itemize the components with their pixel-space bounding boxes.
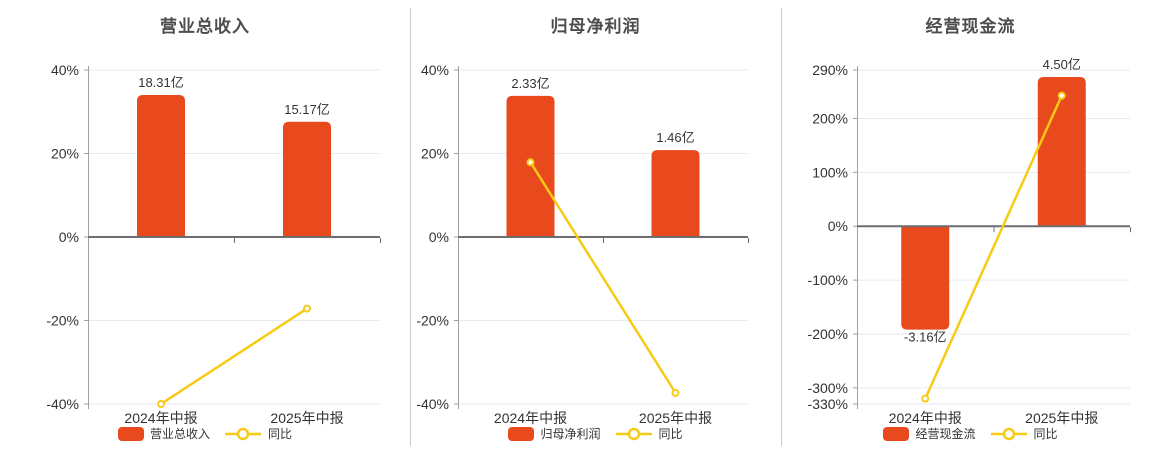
y-tick-label: 0% — [828, 218, 848, 234]
y-tick-label: 0% — [59, 229, 79, 245]
legend-line-circle-icon — [615, 427, 652, 441]
legend-label: 同比 — [268, 427, 293, 441]
y-tick-label: 40% — [421, 62, 449, 78]
bar-2025年中报[interactable] — [651, 150, 700, 237]
yoy-line-series — [160, 307, 308, 406]
yoy-line-marker[interactable] — [157, 400, 165, 408]
yoy-line-marker[interactable] — [921, 394, 930, 403]
y-tick-label: -100% — [808, 272, 848, 288]
legend-line-circle-icon — [990, 427, 1027, 441]
legend-label: 经营现金流 — [915, 427, 976, 441]
yoy-line-series — [529, 161, 677, 394]
legend-item-yoy[interactable]: 同比 — [990, 426, 1058, 442]
legend-item-bar[interactable]: 归母净利润 — [508, 426, 601, 442]
legend-label: 同比 — [1033, 427, 1058, 441]
y-tick-label: -40% — [416, 396, 449, 412]
yoy-line-marker[interactable] — [1057, 91, 1066, 100]
y-tick-label: -20% — [46, 313, 79, 329]
yoy-line-marker[interactable] — [526, 158, 535, 167]
y-tick-label: -300% — [808, 380, 848, 396]
yoy-line-marker[interactable] — [303, 304, 311, 313]
x-category-label: 2024年中报 — [889, 410, 962, 426]
legend-bar-swatch-icon — [883, 427, 910, 441]
yoy-line-marker[interactable] — [671, 388, 680, 397]
legend-label: 营业总收入 — [149, 427, 210, 441]
y-tick-label: 20% — [421, 146, 449, 162]
y-tick-label: 0% — [429, 229, 449, 245]
x-category-label: 2025年中报 — [1025, 410, 1098, 426]
yoy-line-series — [924, 95, 1063, 400]
chart-title-revenue: 营业总收入 — [160, 17, 250, 36]
legend-bar-swatch-icon — [117, 427, 144, 441]
legend-item-bar[interactable]: 营业总收入 — [117, 426, 210, 442]
x-category-label: 2025年中报 — [639, 410, 712, 426]
bar-2024年中报[interactable] — [137, 95, 185, 237]
bar-value-label: 1.46亿 — [656, 130, 694, 145]
legend-bar-swatch-icon — [508, 427, 535, 441]
legend-net-profit: 归母净利润 同比 — [410, 425, 781, 443]
legend-label: 同比 — [658, 427, 683, 441]
legend-line-circle-icon — [225, 427, 261, 441]
bar-value-label: 15.17亿 — [284, 102, 330, 117]
y-tick-label: -200% — [808, 326, 848, 342]
y-tick-label: -40% — [46, 396, 79, 412]
y-tick-label: 20% — [51, 146, 79, 162]
x-category-label: 2025年中报 — [270, 410, 343, 426]
bar-value-label: 18.31亿 — [138, 75, 184, 90]
bar-value-label: 2.33亿 — [511, 76, 549, 91]
bar-2025年中报[interactable] — [283, 121, 331, 237]
y-tick-label: -330% — [808, 396, 848, 412]
chart-title-operating-cashflow: 经营现金流 — [925, 17, 1016, 36]
chart-title-net-profit: 归母净利润 — [550, 17, 641, 36]
bar-value-label: -3.16亿 — [904, 330, 947, 345]
y-tick-label: -20% — [416, 313, 449, 329]
y-tick-label: 100% — [812, 164, 848, 180]
bar-2025年中报[interactable] — [1037, 77, 1086, 227]
legend-label: 归母净利润 — [540, 427, 601, 441]
legend-item-yoy[interactable]: 同比 — [615, 426, 683, 442]
x-category-label: 2024年中报 — [494, 410, 567, 426]
legend-item-bar[interactable]: 经营现金流 — [883, 426, 976, 442]
legend-operating-cashflow: 经营现金流 同比 — [781, 425, 1160, 443]
x-category-label: 2024年中报 — [124, 410, 197, 426]
bar-2024年中报[interactable] — [901, 226, 950, 330]
bar-2024年中报[interactable] — [506, 95, 555, 237]
legend-item-yoy[interactable]: 同比 — [224, 426, 292, 442]
bar-value-label: 4.50亿 — [1043, 57, 1081, 72]
legend-revenue: 营业总收入 同比 — [0, 425, 410, 443]
y-tick-label: 200% — [812, 110, 848, 126]
y-tick-label: 40% — [51, 62, 79, 78]
y-tick-label: 290% — [812, 62, 848, 78]
